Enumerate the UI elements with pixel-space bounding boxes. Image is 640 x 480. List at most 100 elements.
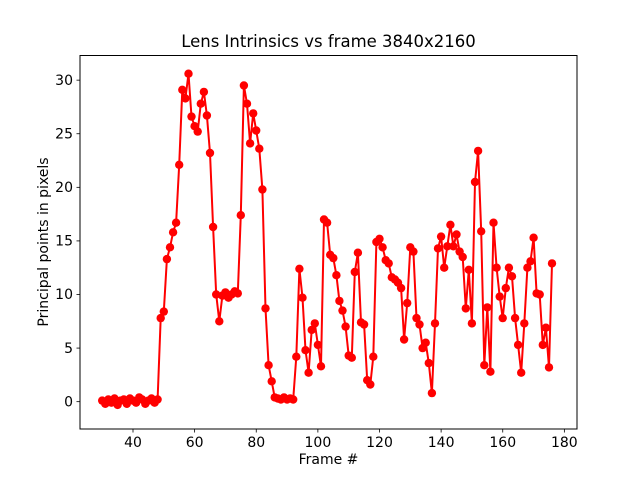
data-point — [335, 296, 344, 306]
data-point — [215, 317, 224, 326]
data-point — [261, 304, 270, 313]
x-axis-label: Frame # — [299, 452, 359, 468]
data-point — [187, 112, 196, 121]
x-axis-ticks: 40 60 80 100 120 140 160 180 — [124, 429, 578, 451]
data-point — [245, 139, 255, 148]
y-tick-label: 30 — [55, 73, 73, 89]
data-point — [329, 253, 338, 263]
data-point — [495, 292, 504, 301]
data-point — [544, 363, 554, 372]
y-tick-label: 25 — [55, 126, 73, 142]
data-point — [341, 322, 350, 331]
data-point — [184, 69, 193, 78]
data-point — [298, 293, 307, 302]
data-point — [501, 283, 510, 293]
data-point — [165, 243, 175, 252]
data-point — [292, 352, 301, 361]
data-point — [452, 230, 461, 239]
data-point — [239, 81, 249, 90]
data-point — [264, 361, 273, 370]
data-point — [208, 222, 218, 232]
y-axis-ticks: 0 5 10 15 20 25 30 — [55, 73, 80, 410]
data-point — [523, 263, 532, 272]
data-point — [295, 264, 304, 273]
data-point — [159, 307, 168, 316]
data-point — [415, 320, 424, 329]
data-point — [538, 340, 547, 350]
data-point — [399, 335, 409, 344]
data-point — [304, 368, 313, 377]
data-point — [443, 242, 452, 251]
data-point — [483, 303, 492, 312]
data-point — [168, 228, 178, 237]
data-point — [458, 252, 467, 262]
data-point — [258, 185, 267, 194]
data-point — [350, 267, 359, 277]
data-point — [424, 358, 433, 368]
data-point — [338, 306, 347, 315]
data-point — [233, 289, 242, 298]
data-point — [513, 340, 523, 350]
data-point — [470, 177, 480, 187]
y-tick-label: 5 — [64, 341, 73, 357]
data-point — [289, 395, 298, 404]
data-point — [446, 220, 455, 229]
data-point — [375, 234, 384, 243]
data-point — [347, 353, 356, 362]
x-tick-label: 120 — [366, 435, 393, 451]
data-point — [359, 320, 369, 329]
plot-area-border — [79, 55, 578, 430]
data-point — [396, 283, 406, 293]
data-point — [205, 148, 215, 158]
data-point — [535, 290, 544, 299]
data-point — [430, 319, 440, 328]
data-point — [322, 218, 332, 227]
data-point — [156, 313, 165, 323]
data-point — [529, 233, 538, 242]
data-point — [489, 218, 498, 227]
x-tick-label: 40 — [124, 435, 142, 451]
data-point — [316, 362, 326, 371]
data-point — [436, 232, 446, 241]
data-point — [433, 244, 443, 253]
data-point — [507, 272, 517, 281]
data-point — [196, 99, 205, 108]
data-point — [492, 263, 501, 272]
data-point — [486, 367, 495, 376]
data-point — [249, 109, 258, 118]
data-point — [369, 352, 378, 361]
data-point — [310, 319, 319, 328]
data-point — [212, 290, 221, 299]
x-tick-label: 180 — [551, 435, 578, 451]
y-tick-label: 20 — [55, 180, 73, 196]
data-point — [193, 127, 202, 136]
data-point — [464, 265, 473, 274]
data-point — [504, 263, 514, 272]
data-point — [366, 380, 375, 389]
data-point — [480, 361, 489, 370]
data-point — [421, 338, 430, 347]
data-point — [541, 323, 551, 332]
data-point — [313, 340, 323, 350]
data-point — [449, 242, 458, 251]
data-point — [526, 257, 535, 266]
data-point — [332, 271, 341, 280]
data-point — [547, 259, 557, 268]
data-point — [520, 319, 529, 328]
x-tick-label: 60 — [186, 435, 204, 451]
data-point — [412, 313, 421, 323]
y-tick-label: 0 — [64, 394, 73, 410]
data-point — [517, 368, 526, 377]
data-point — [199, 87, 209, 97]
data-point — [378, 243, 387, 252]
data-point — [178, 85, 187, 95]
chart-title: Lens Intrinsics vs frame 3840x2160 — [181, 32, 476, 51]
x-tick-label: 160 — [489, 435, 516, 451]
data-point — [384, 259, 393, 268]
data-point — [301, 346, 310, 355]
data-point — [473, 146, 483, 156]
x-tick-label: 140 — [428, 435, 455, 451]
